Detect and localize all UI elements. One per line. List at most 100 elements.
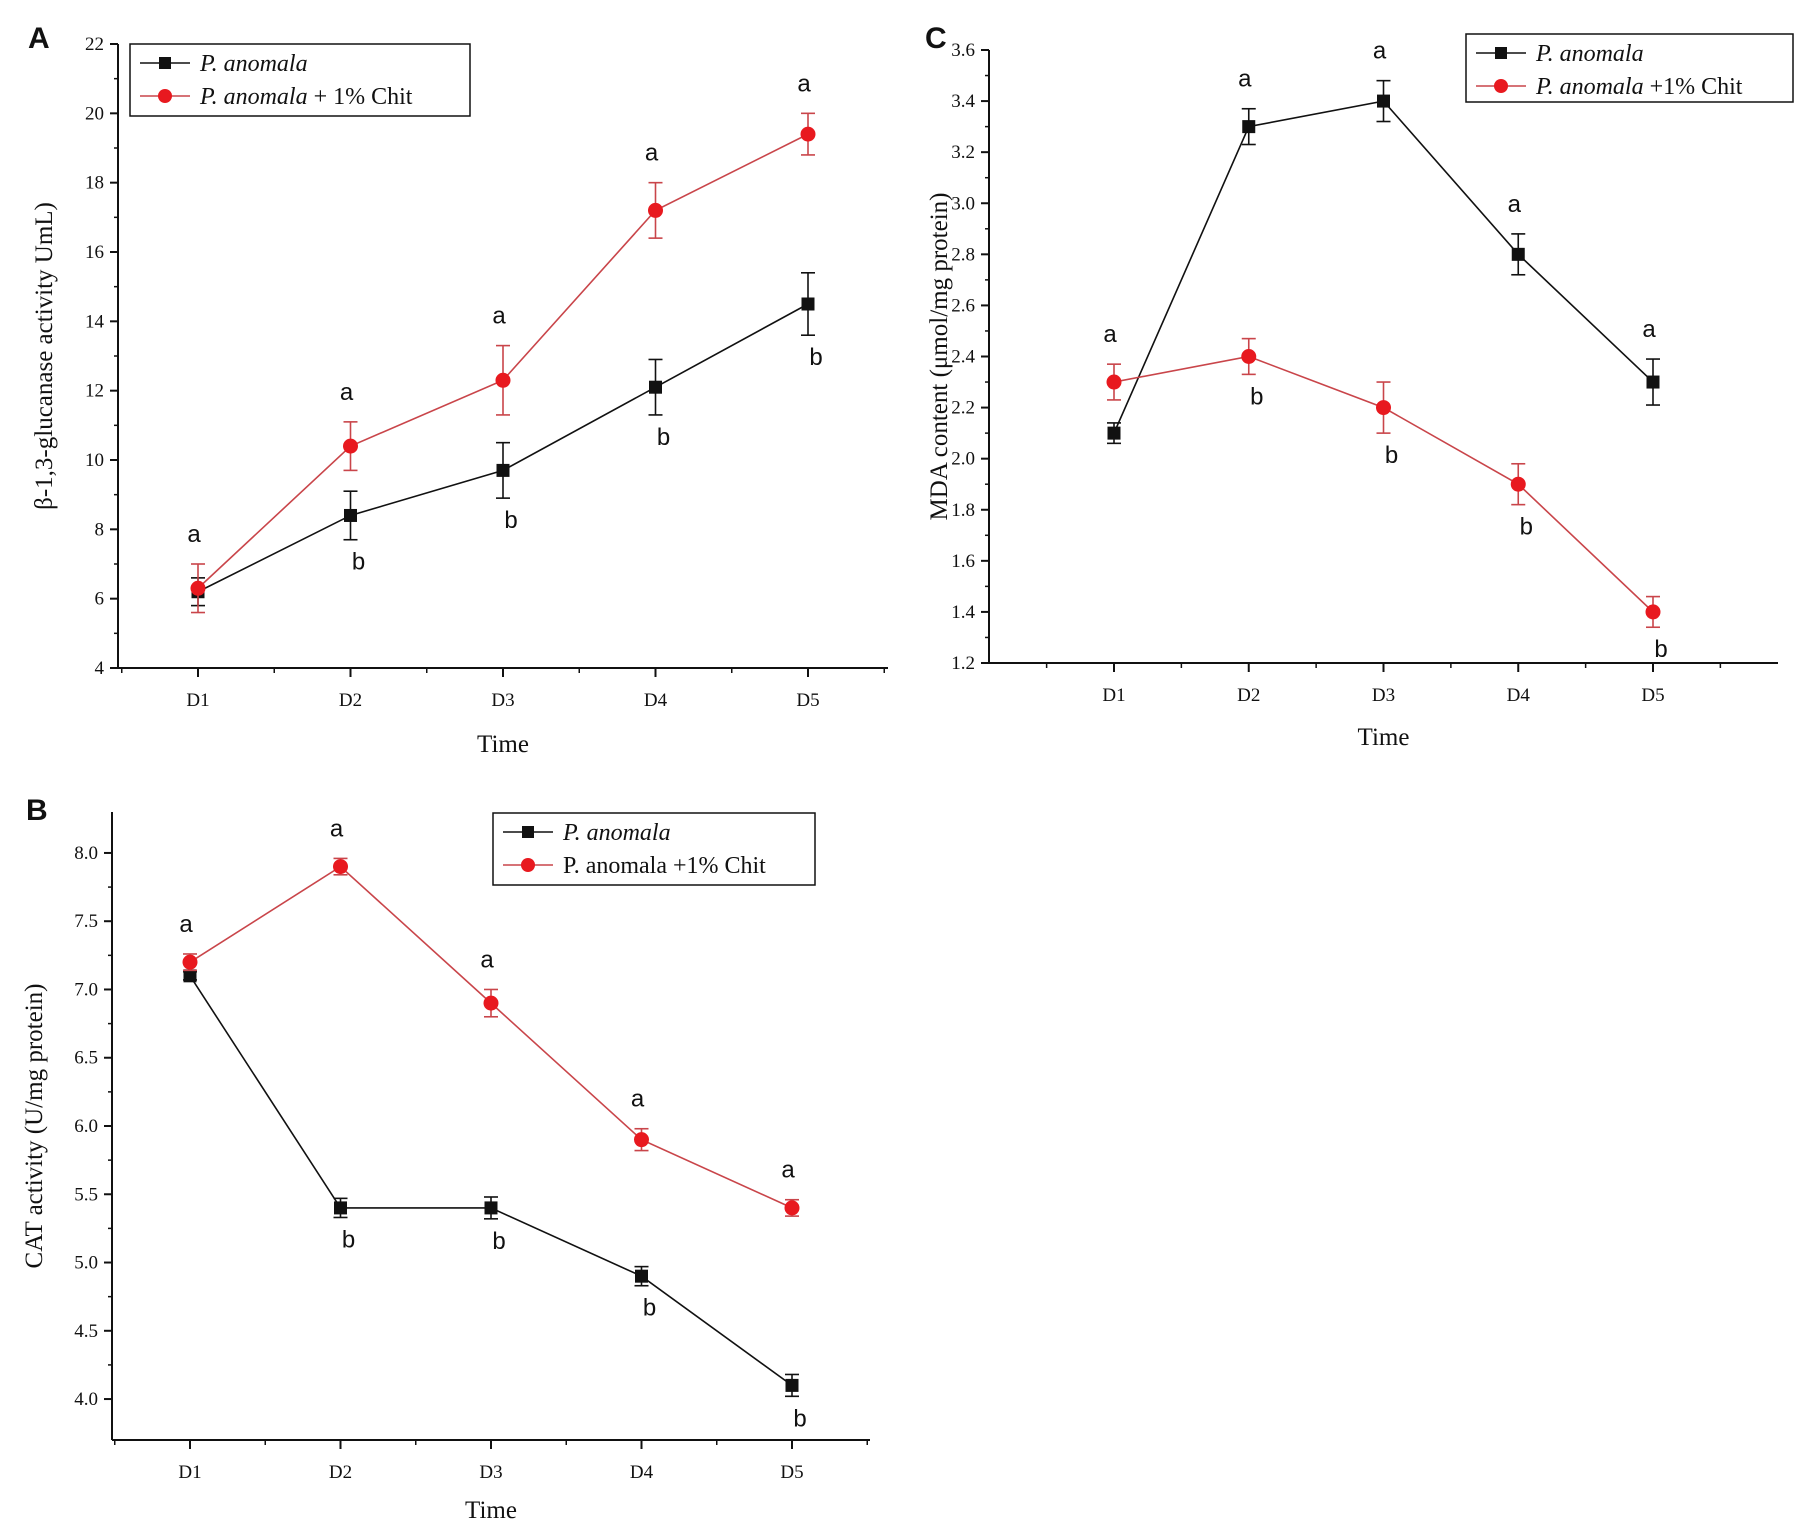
x-tick-label: D3 (479, 1462, 502, 1483)
legend: P. anomala P. anomala +1% Chit (1465, 33, 1794, 103)
data-point-square (1242, 120, 1256, 134)
data-point-square (183, 969, 197, 983)
x-axis-label: Time (465, 1497, 517, 1524)
significance-letter: b (1250, 383, 1263, 410)
y-tick-label: 3.4 (951, 91, 975, 112)
significance-letter: b (492, 1228, 505, 1255)
significance-letter: a (340, 379, 354, 406)
x-tick-label: D5 (1641, 685, 1664, 706)
significance-letter: a (797, 70, 811, 97)
x-tick-label: D3 (1372, 685, 1395, 706)
y-tick-label: 1.4 (951, 602, 975, 623)
legend-marker-circle (521, 858, 535, 872)
legend-label: P. anomala (199, 51, 308, 77)
significance-letter: a (781, 1157, 795, 1184)
series-p-anomala-chit: a b b b b (1103, 321, 1667, 663)
x-tick-label: D4 (630, 1462, 654, 1483)
y-tick-label: 4.0 (74, 1389, 98, 1410)
y-tick-label: 1.8 (951, 500, 975, 521)
x-tick-label: D3 (491, 690, 514, 711)
series-p-anomala-chit: a a a a a (179, 815, 800, 1217)
legend-marker-square (1495, 47, 1507, 59)
significance-letter: a (492, 303, 506, 330)
y-tick-label: 2.4 (951, 347, 975, 368)
significance-letter: b (352, 549, 365, 576)
data-point-square (1107, 426, 1121, 440)
y-tick-label: 7.5 (74, 911, 98, 932)
x-tick-label: D2 (329, 1462, 352, 1483)
significance-letter: a (1508, 191, 1522, 218)
legend-item: P. anomala (503, 820, 671, 846)
legend-label: P. anomala +1% Chit (563, 853, 766, 879)
y-tick-label: 8.0 (74, 843, 98, 864)
data-point-circle (1510, 476, 1526, 492)
data-point-circle (343, 438, 358, 454)
y-tick-label: 6 (95, 589, 105, 610)
x-axis-label: Time (1358, 724, 1410, 751)
significance-letter: a (645, 140, 659, 167)
x-tick-label: D4 (644, 690, 668, 711)
x-tick-label: D5 (780, 1462, 803, 1483)
data-point-square (785, 1378, 799, 1392)
data-point-square (801, 297, 815, 311)
significance-letter: b (793, 1405, 806, 1432)
y-tick-label: 1.6 (951, 551, 975, 572)
y-tick-label: 2.8 (951, 244, 975, 265)
y-tick-label: 7.0 (74, 979, 98, 1000)
data-point-circle (1645, 604, 1661, 620)
legend-label: P. anomala +1% Chit (1535, 74, 1743, 100)
y-tick-label: 3.2 (951, 142, 975, 163)
significance-letter: a (1642, 316, 1656, 343)
data-point-square (1646, 375, 1660, 389)
x-axis-label: Time (477, 731, 529, 758)
x-tick-label: D2 (339, 690, 362, 711)
x-tick-label: D4 (1507, 685, 1531, 706)
y-tick-label: 10 (85, 450, 104, 471)
y-axis-label: CAT activity (U/mg protein) (21, 984, 48, 1269)
x-tick-label: D1 (186, 690, 209, 711)
significance-letter: a (330, 815, 344, 842)
significance-letter: a (179, 911, 193, 938)
y-tick-label: 14 (85, 311, 105, 332)
y-tick-label: 6.0 (74, 1116, 98, 1137)
chart-panel-a: A 4 6 8 10 12 14 16 18 20 22 D1 D2 D3 D4 D5 Time β-1,3-gl… (28, 22, 888, 758)
y-tick-label: 5.0 (74, 1253, 98, 1274)
legend-label: P. anomala + 1% Chit (199, 84, 413, 110)
legend-box (1465, 33, 1794, 103)
series-p-anomala: a a a a (1107, 38, 1660, 445)
significance-letter: b (1654, 636, 1667, 663)
legend-box (129, 43, 471, 117)
significance-letter: a (1103, 321, 1117, 348)
legend-item: P. anomala (140, 51, 308, 77)
panel-letter: A (28, 22, 50, 55)
data-point-circle (333, 859, 348, 875)
series-p-anomala: b b b b (191, 271, 823, 607)
series-line (189, 865, 793, 1209)
legend-marker-circle (158, 89, 172, 103)
y-tick-label: 20 (85, 103, 104, 124)
significance-letter: a (1373, 38, 1387, 65)
y-tick-label: 3.0 (951, 193, 975, 214)
series-p-anomala-chit: a a a a a (187, 70, 816, 614)
legend-marker-square (522, 826, 534, 838)
legend-item: P. anomala +1% Chit (1476, 74, 1743, 100)
significance-letter: b (504, 507, 517, 534)
chart-panel-c: C 1.2 1.4 1.6 1.8 2.0 2.2 2.4 2.6 2.8 3.0 3.2 3.4 3.6… (925, 22, 1794, 751)
significance-letter: b (342, 1226, 355, 1253)
data-point-circle (1376, 400, 1391, 416)
data-point-square (334, 1201, 347, 1215)
y-tick-label: 12 (85, 381, 104, 402)
data-point-circle (634, 1132, 649, 1148)
x-tick-label: D1 (178, 1462, 201, 1483)
legend: P. anomala P. anomala +1% Chit (492, 812, 816, 886)
data-point-circle (648, 202, 663, 218)
y-tick-label: 18 (85, 173, 104, 194)
y-tick-label: 4 (95, 658, 105, 679)
y-tick-label: 2.0 (951, 449, 975, 470)
y-tick-label: 2.2 (951, 398, 975, 419)
data-point-circle (182, 954, 198, 970)
significance-letter: a (480, 946, 494, 973)
panel-letter: B (26, 794, 48, 827)
series-line (189, 975, 793, 1387)
legend-item: P. anomala +1% Chit (503, 853, 766, 879)
